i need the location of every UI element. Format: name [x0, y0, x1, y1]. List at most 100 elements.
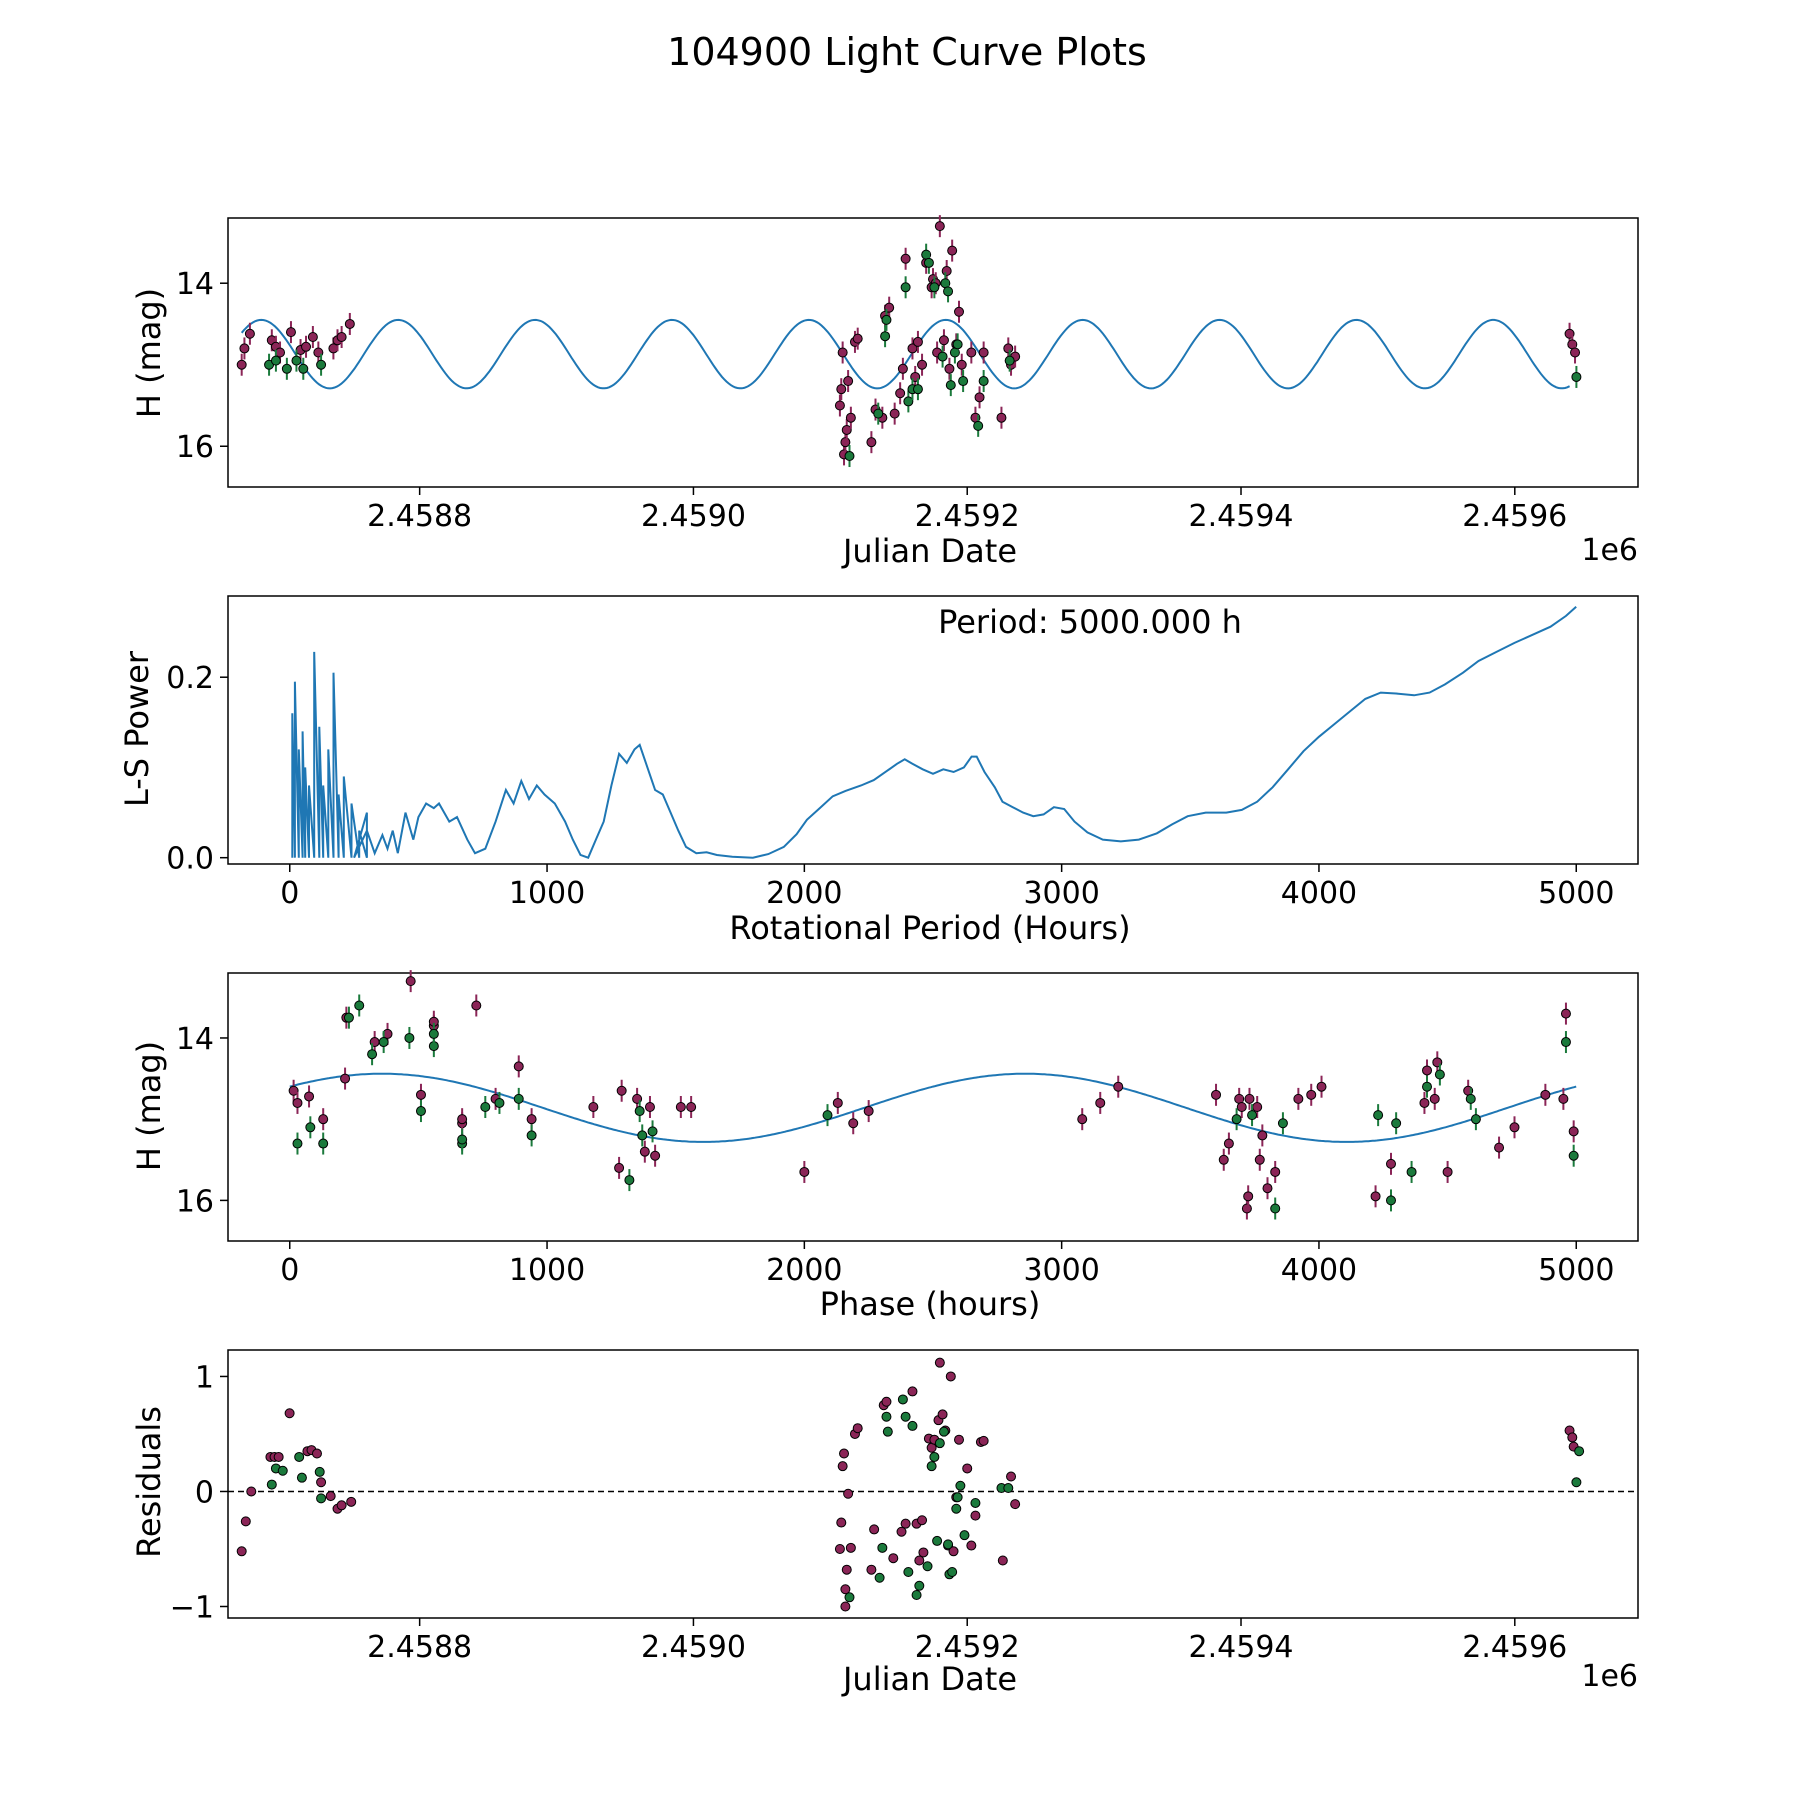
data-point	[246, 1486, 257, 1497]
data-point	[839, 1448, 850, 1459]
data-point	[966, 1540, 977, 1551]
data-point	[526, 1130, 537, 1141]
x-axis-label: Julian Date	[841, 532, 1017, 570]
x-offset-label: 1e6	[1581, 1659, 1638, 1694]
data-point	[962, 1463, 973, 1474]
data-point	[836, 384, 847, 395]
data-point	[889, 408, 900, 419]
data-point	[1571, 371, 1582, 382]
data-point	[480, 1102, 491, 1112]
x-tick-label: 2.4596	[1462, 499, 1567, 534]
data-point	[897, 363, 908, 374]
data-point	[285, 327, 296, 338]
data-point	[874, 1572, 885, 1583]
data-point	[1370, 1191, 1381, 1202]
x-axis-label: Julian Date	[841, 1660, 1017, 1698]
data-point	[843, 1488, 854, 1499]
data-point	[1570, 347, 1581, 358]
data-point	[1442, 1166, 1453, 1177]
data-point	[405, 976, 416, 987]
x-tick-label: 2.4594	[1189, 499, 1294, 534]
x-tick-label: 2.4596	[1462, 1630, 1567, 1665]
data-point	[634, 1106, 645, 1117]
data-point	[970, 1510, 981, 1521]
data-point	[881, 1396, 892, 1407]
data-point	[900, 1518, 911, 1529]
data-point	[997, 1555, 1008, 1566]
data-point	[945, 380, 956, 391]
data-point	[1006, 1471, 1017, 1482]
data-point	[840, 1601, 851, 1612]
data-point	[952, 1492, 963, 1503]
data-point	[277, 1465, 288, 1476]
y-tick-label: 1	[195, 1360, 214, 1395]
data-point	[841, 1564, 852, 1575]
data-point	[938, 1426, 949, 1437]
data-point	[900, 282, 911, 293]
data-point	[917, 1515, 928, 1526]
data-point	[845, 1542, 856, 1553]
data-point	[1560, 1037, 1571, 1048]
x-offset-label: 1e6	[1581, 533, 1638, 568]
data-point	[1571, 1477, 1582, 1488]
data-point	[978, 376, 989, 387]
data-point	[974, 392, 985, 403]
y-tick-label: 0	[195, 1475, 214, 1510]
data-point	[1567, 1432, 1578, 1443]
data-point	[844, 451, 855, 462]
data-point	[896, 1526, 907, 1537]
data-point	[367, 1049, 378, 1060]
data-point	[943, 1539, 954, 1550]
data-point	[970, 1497, 981, 1508]
data-point	[944, 363, 955, 374]
data-point	[639, 1146, 650, 1157]
data-point	[294, 1451, 305, 1462]
data-point	[837, 347, 848, 358]
data-point	[298, 363, 309, 374]
x-tick-label: 2000	[766, 1253, 842, 1288]
data-point	[929, 282, 940, 293]
x-axis-label: Rotational Period (Hours)	[729, 909, 1130, 947]
y-axis-label: H (mag)	[130, 1041, 168, 1171]
data-point	[316, 359, 327, 370]
data-point	[900, 253, 911, 264]
y-tick-label: 14	[176, 1022, 214, 1057]
data-point	[415, 1106, 426, 1117]
data-point	[270, 355, 281, 366]
data-point	[637, 1130, 648, 1141]
data-point	[947, 245, 958, 256]
data-point	[845, 412, 856, 423]
data-point	[973, 420, 984, 431]
data-point	[428, 1028, 439, 1039]
y-tick-label: 16	[176, 430, 214, 465]
data-point	[1252, 1102, 1263, 1112]
data-point	[1218, 1154, 1229, 1165]
data-point	[956, 359, 967, 370]
x-tick-label: 1000	[509, 1253, 585, 1288]
residuals-panel: Julian Date Residuals 1e6 2.4588 2.4590 2.…	[130, 1349, 1639, 1698]
x-tick-label: 2.4592	[915, 499, 1020, 534]
data-point	[1277, 1118, 1288, 1129]
data-point	[877, 1542, 888, 1553]
x-tick-label: 5000	[1538, 1253, 1614, 1288]
data-point	[343, 1012, 354, 1023]
data-point	[1241, 1203, 1252, 1214]
data-point	[240, 1516, 251, 1527]
x-tick-label: 0	[280, 876, 299, 911]
x-tick-label: 3000	[1023, 1253, 1099, 1288]
data-point	[236, 1546, 247, 1557]
data-point	[1316, 1081, 1327, 1092]
data-point	[1429, 1093, 1440, 1104]
data-point	[866, 1564, 877, 1575]
data-point	[1306, 1089, 1317, 1100]
data-point	[336, 1500, 347, 1511]
data-point	[471, 1000, 482, 1011]
data-point	[650, 1150, 661, 1161]
data-point	[378, 1037, 389, 1048]
data-point	[415, 1089, 426, 1100]
data-point	[911, 1589, 922, 1600]
data-point	[1077, 1114, 1088, 1125]
data-point	[304, 1091, 315, 1102]
x-tick-label: 2.4592	[915, 1630, 1020, 1665]
model-curve	[240, 318, 1571, 390]
